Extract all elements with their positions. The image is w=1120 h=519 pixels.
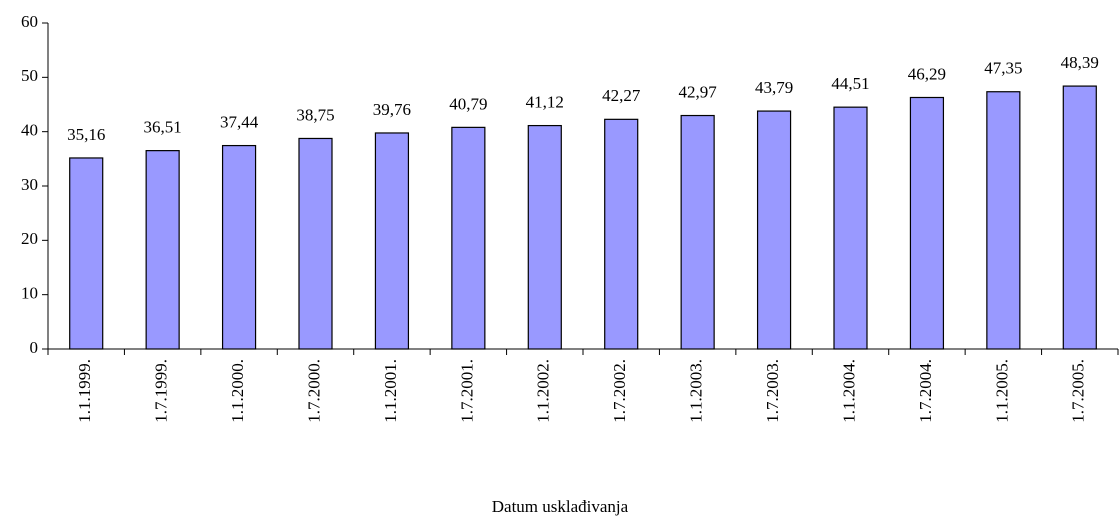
y-tick-label: 0 bbox=[30, 338, 39, 357]
value-label: 46,29 bbox=[908, 64, 946, 83]
bar bbox=[604, 118, 639, 350]
x-tick-label: 1.7.2004. bbox=[916, 359, 935, 423]
bar bbox=[221, 144, 257, 350]
x-tick-label: 1.1.2003. bbox=[687, 359, 706, 423]
y-tick-label: 20 bbox=[21, 229, 38, 248]
value-label: 37,44 bbox=[220, 112, 259, 131]
value-label: 35,16 bbox=[67, 125, 105, 144]
bar bbox=[298, 137, 333, 350]
bar bbox=[451, 126, 486, 350]
bar bbox=[680, 114, 715, 350]
bar bbox=[374, 132, 410, 350]
x-tick-label: 1.1.1999. bbox=[75, 359, 94, 423]
bar bbox=[986, 91, 1021, 350]
x-tick-label: 1.7.2002. bbox=[610, 359, 629, 423]
value-label: 40,79 bbox=[449, 94, 487, 113]
value-label: 42,97 bbox=[679, 82, 718, 101]
x-tick-label: 1.1.2001. bbox=[381, 359, 400, 423]
y-tick-label: 30 bbox=[21, 175, 38, 194]
bar bbox=[1062, 85, 1097, 350]
x-tick-label: 1.1.2000. bbox=[228, 359, 247, 423]
value-label: 48,39 bbox=[1061, 53, 1099, 72]
y-tick-label: 40 bbox=[21, 121, 38, 140]
value-label: 43,79 bbox=[755, 78, 793, 97]
value-label: 36,51 bbox=[144, 118, 182, 137]
x-axis-title: Datum usklađivanja bbox=[492, 497, 629, 516]
value-label: 47,35 bbox=[984, 59, 1022, 78]
x-tick-label: 1.7.2000. bbox=[304, 359, 323, 423]
bar bbox=[69, 157, 104, 350]
value-label: 39,76 bbox=[373, 100, 411, 119]
value-label: 44,51 bbox=[831, 74, 869, 93]
x-tick-label: 1.7.2001. bbox=[457, 359, 476, 423]
x-tick-label: 1.1.2005. bbox=[992, 359, 1011, 423]
bar bbox=[145, 150, 180, 350]
bar bbox=[833, 106, 868, 350]
x-tick-label: 1.1.2002. bbox=[534, 359, 553, 423]
x-tick-label: 1.1.2004. bbox=[839, 359, 858, 423]
bar bbox=[909, 96, 945, 350]
bar bbox=[756, 110, 792, 350]
value-label: 41,12 bbox=[526, 92, 564, 111]
value-label: 42,27 bbox=[602, 86, 641, 105]
x-tick-label: 1.7.2003. bbox=[763, 359, 782, 423]
y-tick-label: 60 bbox=[21, 12, 38, 31]
x-tick-label: 1.7.2005. bbox=[1069, 359, 1088, 423]
bar bbox=[527, 124, 562, 350]
x-tick-label: 1.7.1999. bbox=[152, 359, 171, 423]
y-tick-label: 10 bbox=[21, 284, 38, 303]
y-tick-label: 50 bbox=[21, 66, 38, 85]
value-label: 38,75 bbox=[296, 105, 334, 124]
